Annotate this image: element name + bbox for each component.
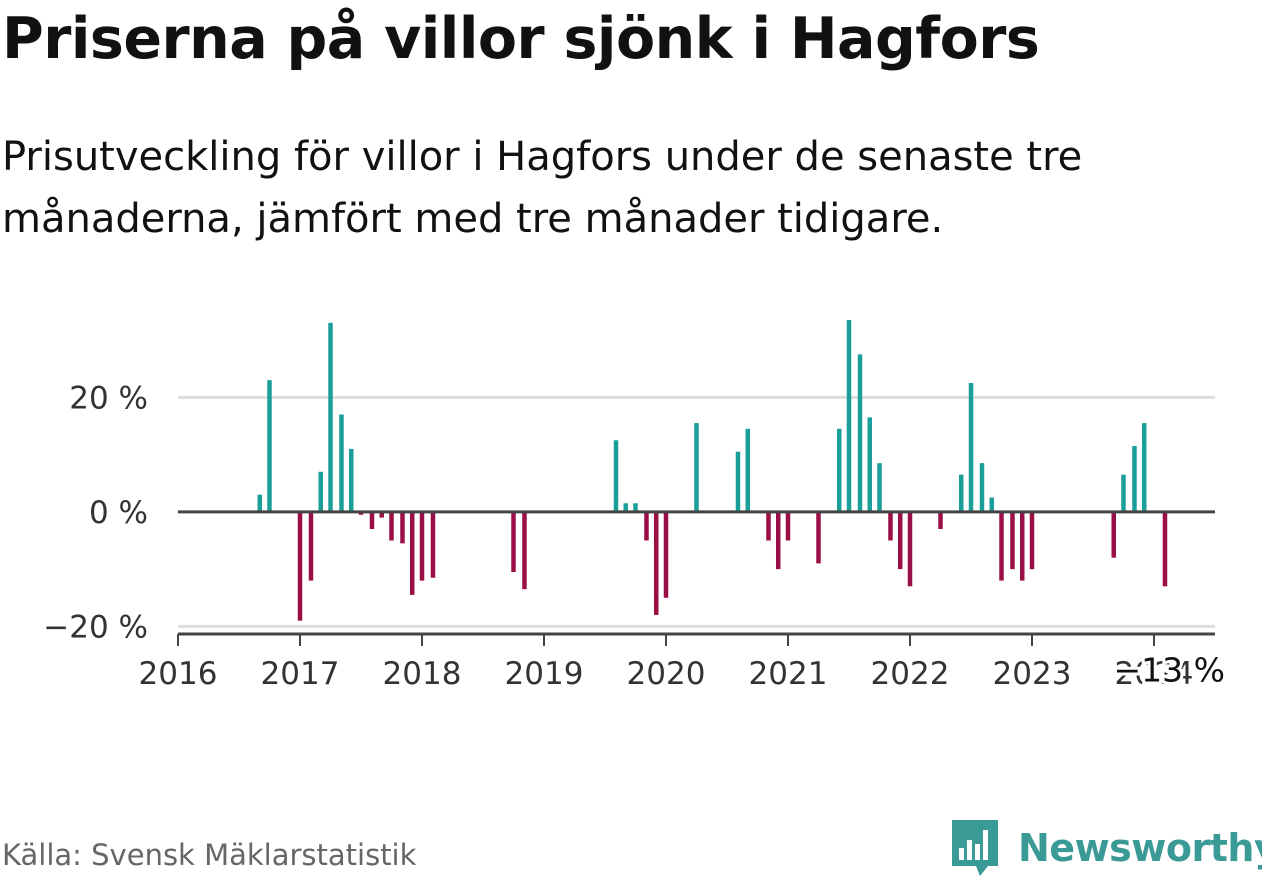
bar <box>735 451 741 512</box>
grid-lines <box>178 395 1215 628</box>
bar <box>785 511 791 541</box>
bar <box>623 503 628 512</box>
bar <box>257 494 262 512</box>
x-tick-label: 2021 <box>749 656 828 692</box>
bar <box>968 383 974 512</box>
bar <box>419 511 425 581</box>
bar <box>907 511 913 587</box>
bar <box>653 511 659 615</box>
x-axis-ticks: 2016 2017 2018 2019 2020 2021 2022 2023 2024 <box>139 634 1194 692</box>
bar <box>1132 446 1137 512</box>
bar <box>1162 511 1168 587</box>
bar <box>328 322 333 512</box>
y-tick-label: 0 % <box>89 495 148 531</box>
bar <box>430 511 436 578</box>
bar <box>989 497 994 512</box>
newsworthy-logo-icon <box>952 820 998 876</box>
bar <box>297 511 303 621</box>
x-tick-label: 2023 <box>993 656 1072 692</box>
bar-chart: 20 % 0 % −20 % 2016 2017 2018 2019 2020 2021 202… <box>43 320 1228 692</box>
x-tick-label: 2020 <box>627 656 706 692</box>
bar <box>663 511 669 598</box>
chart-title: Priserna på villor sjönk i Hagfors <box>2 6 1040 72</box>
bar <box>511 511 516 572</box>
x-tick-label: 2016 <box>139 656 218 692</box>
annotation-label: −13 % <box>1113 650 1225 689</box>
bar <box>888 511 893 541</box>
bars <box>257 320 1168 621</box>
bar <box>1111 511 1116 558</box>
bar <box>877 463 882 512</box>
y-tick-label: 20 % <box>69 380 148 416</box>
source-note: Källa: Svensk Mäklarstatistik <box>2 838 417 872</box>
brand-name: Newsworthy <box>1018 826 1262 870</box>
bar <box>644 511 649 541</box>
bar <box>369 511 375 530</box>
x-tick-label: 2024 <box>1115 656 1194 692</box>
bar <box>1019 511 1025 581</box>
brand-logo[interactable]: Newsworthy <box>950 818 1262 878</box>
bar <box>633 503 638 512</box>
bar <box>522 511 527 590</box>
x-tick-label: 2018 <box>383 656 462 692</box>
bar <box>348 448 354 512</box>
x-tick-label: 2022 <box>871 656 950 692</box>
bar <box>958 474 964 512</box>
bar <box>308 511 314 581</box>
bar <box>836 428 842 512</box>
bar <box>318 471 323 512</box>
y-tick-label: −20 % <box>43 609 148 645</box>
y-axis-labels: 20 % 0 % −20 % <box>43 380 148 645</box>
chart-subtitle: Prisutveckling för villor i Hagfors unde… <box>2 134 1083 242</box>
bar <box>867 417 872 512</box>
bar <box>267 380 272 512</box>
bar <box>999 511 1004 581</box>
bar <box>409 511 415 595</box>
x-tick-label: 2019 <box>505 656 584 692</box>
bar <box>379 511 384 518</box>
bar <box>389 511 394 541</box>
annotation: −13 % <box>1110 647 1228 692</box>
bar <box>846 320 852 512</box>
bar <box>613 440 619 512</box>
bar <box>400 511 405 544</box>
bar <box>816 511 821 564</box>
bar <box>339 414 344 512</box>
bar <box>1029 511 1035 570</box>
bar <box>857 354 863 512</box>
bar <box>775 511 781 570</box>
bar <box>745 428 750 512</box>
bar <box>694 423 699 512</box>
x-tick-label: 2017 <box>261 656 340 692</box>
bar <box>897 511 903 570</box>
bar <box>766 511 771 541</box>
bar <box>979 463 985 512</box>
bar <box>1010 511 1015 570</box>
bar <box>1141 423 1147 512</box>
bar <box>1121 474 1126 512</box>
bar <box>938 511 943 530</box>
